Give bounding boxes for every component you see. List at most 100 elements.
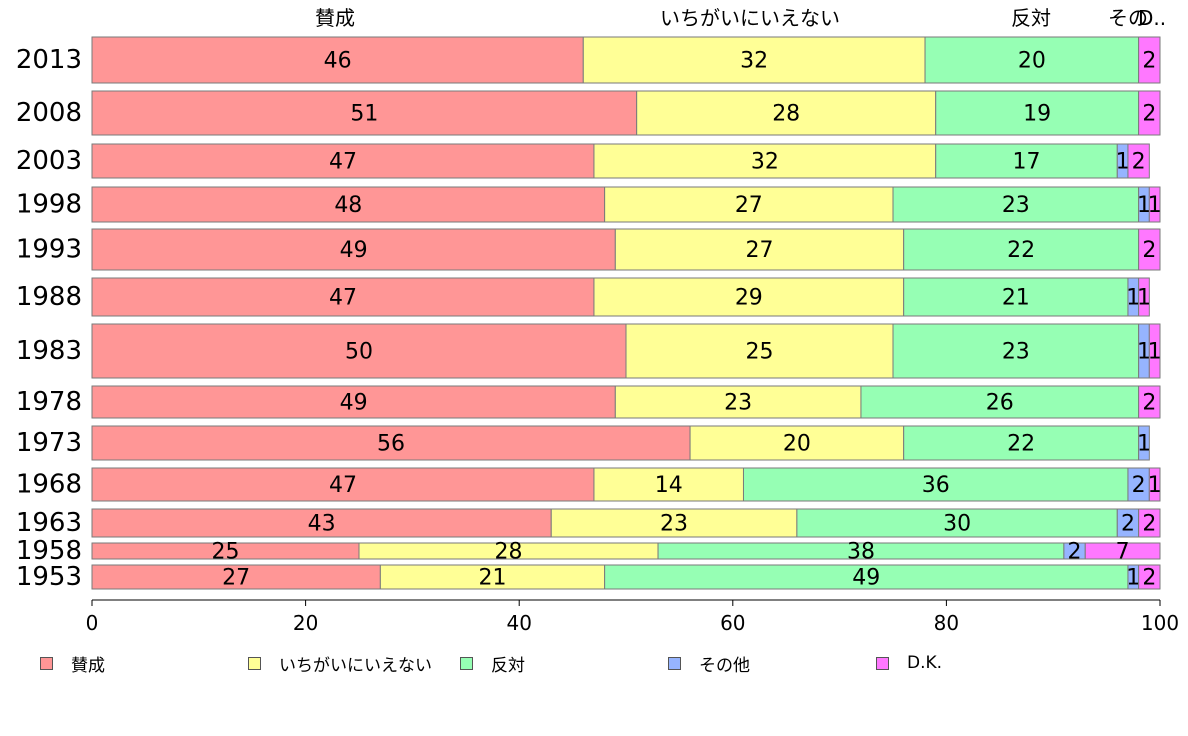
- bar-segment: [614, 385, 862, 419]
- bar-value-label: 32: [751, 150, 779, 175]
- year-label: 1968: [16, 470, 82, 500]
- bar-value-label: 50: [345, 340, 373, 365]
- bar-segment: [1138, 425, 1150, 461]
- bar-value-label: 1: [1137, 340, 1151, 365]
- top-label: いちがいにいえない: [660, 6, 840, 30]
- bar-value-label: 49: [340, 238, 368, 263]
- bar-segment: [593, 143, 937, 179]
- bar-value-label: 1: [1137, 432, 1151, 457]
- bar-segment: [91, 385, 616, 419]
- bar-value-label: 25: [746, 340, 774, 365]
- bar-segment: [924, 36, 1140, 84]
- bar-value-label: 21: [1002, 286, 1030, 311]
- bar-value-label: 17: [1013, 150, 1041, 175]
- legend-item-dk: D.K.: [876, 648, 942, 678]
- year-label: 2003: [16, 146, 82, 176]
- bar-value-label: 56: [377, 432, 405, 457]
- bar-segment: [903, 228, 1140, 271]
- bar-value-label: 27: [222, 566, 250, 591]
- bar-segment: [860, 385, 1140, 419]
- legend: 賛成 いちがいにいえない 反対 その他 D.K.: [0, 648, 1188, 678]
- bar-segment: [1084, 542, 1161, 560]
- year-label: 1973: [16, 428, 82, 458]
- bar-segment: [582, 36, 926, 84]
- bar-value-label: 1: [1116, 150, 1130, 175]
- top-label: その: [1108, 6, 1148, 30]
- bar-value-label: 2: [1142, 49, 1156, 74]
- year-label: 1978: [16, 387, 82, 417]
- bar-segment: [1148, 467, 1161, 502]
- bar-value-label: 47: [329, 150, 357, 175]
- bar-segment: [1127, 143, 1150, 179]
- bar-value-label: 2: [1142, 238, 1156, 263]
- year-label: 1993: [16, 235, 82, 265]
- legend-label: 反対: [491, 655, 525, 676]
- bar-segment: [1138, 228, 1161, 271]
- bar-value-label: 22: [1007, 432, 1035, 457]
- bar-value-label: 20: [783, 432, 811, 457]
- legend-label: その他: [699, 655, 750, 676]
- year-label: 2013: [16, 45, 82, 75]
- x-tick-label: 80: [934, 611, 959, 635]
- bar-value-label: 26: [986, 391, 1014, 416]
- bar-segment: [689, 425, 905, 461]
- year-label: 1983: [16, 336, 82, 366]
- bar-value-label: 20: [1018, 49, 1046, 74]
- bar-value-label: 32: [740, 49, 768, 74]
- bar-value-label: 1: [1137, 286, 1151, 311]
- bar-segment: [935, 90, 1140, 136]
- bar-segment: [91, 508, 552, 538]
- bar-segment: [892, 186, 1140, 223]
- bar-segment: [796, 508, 1118, 538]
- bar-value-label: 22: [1007, 238, 1035, 263]
- bar-value-label: 47: [329, 286, 357, 311]
- bar-value-label: 1: [1126, 566, 1140, 591]
- bar-segment: [91, 323, 627, 379]
- bar-value-label: 27: [746, 238, 774, 263]
- bar-value-label: 36: [922, 473, 950, 498]
- bar-value-label: 47: [329, 473, 357, 498]
- legend-item-sansei: 賛成: [40, 648, 105, 678]
- bar-value-label: 28: [495, 540, 523, 565]
- year-label: 1998: [16, 190, 82, 220]
- legend-swatch: [668, 656, 681, 670]
- bar-value-label: 2: [1068, 540, 1082, 565]
- x-tick-label: 100: [1141, 611, 1179, 635]
- legend-label: いちがいにいえない: [279, 655, 432, 676]
- top-label: 反対: [1011, 6, 1051, 30]
- bar-value-label: 21: [479, 566, 507, 591]
- bar-value-label: 2: [1142, 102, 1156, 127]
- bar-value-label: 49: [340, 391, 368, 416]
- bar-value-label: 23: [724, 391, 752, 416]
- bar-value-label: 23: [660, 512, 688, 537]
- bar-value-label: 14: [655, 473, 683, 498]
- bar-segment: [91, 90, 638, 136]
- bar-value-label: 2: [1142, 391, 1156, 416]
- bar-value-label: 7: [1116, 540, 1130, 565]
- year-label: 1963: [16, 508, 82, 538]
- legend-item-sonota: その他: [668, 648, 750, 678]
- bar-value-label: 29: [735, 286, 763, 311]
- bar-value-label: 28: [772, 102, 800, 127]
- legend-swatch: [248, 656, 261, 670]
- bar-value-label: 48: [334, 193, 362, 218]
- bar-value-label: 2: [1142, 566, 1156, 591]
- bar-value-label: 46: [324, 49, 352, 74]
- bar-segment: [742, 467, 1129, 502]
- x-tick-label: 60: [720, 611, 745, 635]
- bar-segment: [935, 143, 1118, 179]
- bar-segment: [892, 323, 1140, 379]
- bar-segment: [91, 143, 595, 179]
- bar-segment: [91, 186, 606, 223]
- bar-segment: [91, 228, 616, 271]
- year-label: 1953: [16, 562, 82, 592]
- bar-segment: [1138, 508, 1161, 538]
- bar-value-label: 43: [308, 512, 336, 537]
- bar-value-label: 27: [735, 193, 763, 218]
- bar-segment: [1148, 186, 1161, 223]
- legend-item-hantai: 反対: [460, 648, 525, 678]
- bar-segment: [1138, 277, 1150, 317]
- bar-value-label: 1: [1148, 473, 1162, 498]
- bar-value-label: 23: [1002, 340, 1030, 365]
